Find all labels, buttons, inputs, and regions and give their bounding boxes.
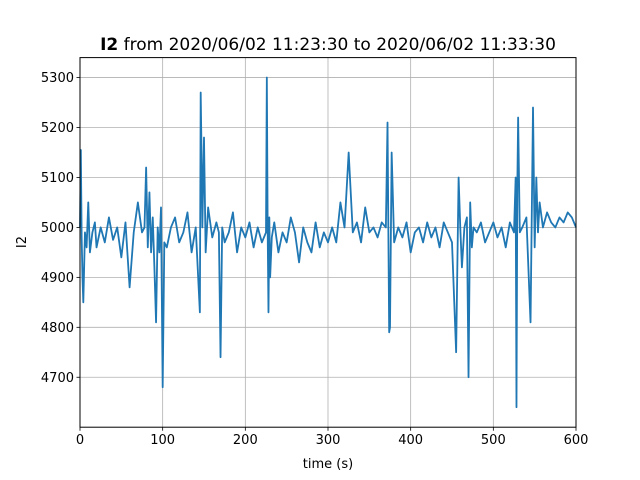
y-tick-label: 4800 xyxy=(41,321,74,336)
y-tick-label: 5200 xyxy=(41,121,74,136)
y-tick-label: 4900 xyxy=(41,271,74,286)
x-tick-label: 0 xyxy=(76,433,84,448)
y-tick-label: 4700 xyxy=(41,371,74,386)
x-tick-label: 300 xyxy=(316,433,341,448)
x-tick-label: 500 xyxy=(481,433,506,448)
y-tick-label: 5300 xyxy=(41,71,74,86)
y-axis-label: I2 xyxy=(15,236,30,248)
x-axis-label: time (s) xyxy=(303,457,353,472)
y-tick-label: 5000 xyxy=(41,221,74,236)
chart-title: I2 from 2020/06/02 11:23:30 to 2020/06/0… xyxy=(100,35,556,55)
x-tick-label: 600 xyxy=(564,433,589,448)
x-tick-label: 200 xyxy=(233,433,258,448)
x-tick-label: 100 xyxy=(150,433,175,448)
chart-title-rest: from 2020/06/02 11:23:30 to 2020/06/02 1… xyxy=(118,35,556,55)
y-tick-label: 5100 xyxy=(41,171,74,186)
chart-title-bold: I2 xyxy=(100,35,118,55)
x-tick-label: 400 xyxy=(398,433,423,448)
